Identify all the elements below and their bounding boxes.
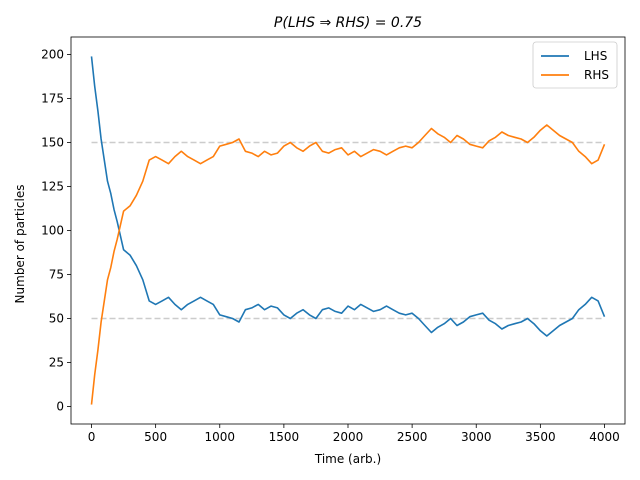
x-tick-label: 2500 <box>397 430 428 444</box>
x-tick-label: 2000 <box>333 430 364 444</box>
x-tick-label: 500 <box>144 430 167 444</box>
series-layer <box>90 56 606 405</box>
y-tick-label: 100 <box>41 224 64 238</box>
legend-label-rhs: RHS <box>584 68 609 82</box>
legend: LHS RHS <box>532 41 618 89</box>
x-tick-label: 3000 <box>461 430 492 444</box>
x-axis: 0 500 1000 1500 2000 2500 3000 3500 4000 <box>88 424 620 444</box>
y-tick-label: 150 <box>41 136 64 150</box>
y-tick-label: 125 <box>41 180 64 194</box>
legend-label-lhs: LHS <box>584 49 607 63</box>
y-tick-label: 75 <box>49 267 64 281</box>
y-tick-label: 175 <box>41 92 64 106</box>
x-tick-label: 4000 <box>589 430 620 444</box>
y-tick-label: 25 <box>49 355 64 369</box>
y-tick-label: 50 <box>49 311 64 325</box>
reference-lines <box>91 141 605 320</box>
series-line-rhs <box>90 124 606 405</box>
x-tick-label: 0 <box>88 430 96 444</box>
y-tick-label: 200 <box>41 48 64 62</box>
y-axis-label: Number of particles <box>13 185 27 304</box>
chart-title: P(LHS ⇒ RHS) = 0.75 <box>274 15 422 31</box>
y-axis: 0 25 50 75 100 125 150 175 200 <box>41 48 71 413</box>
x-tick-label: 1000 <box>204 430 235 444</box>
y-tick-label: 0 <box>56 399 64 413</box>
x-tick-label: 1500 <box>269 430 300 444</box>
x-axis-label: Time (arb.) <box>314 452 381 466</box>
legend-box <box>532 41 618 89</box>
x-tick-label: 3500 <box>525 430 556 444</box>
series-line-lhs <box>90 56 606 337</box>
